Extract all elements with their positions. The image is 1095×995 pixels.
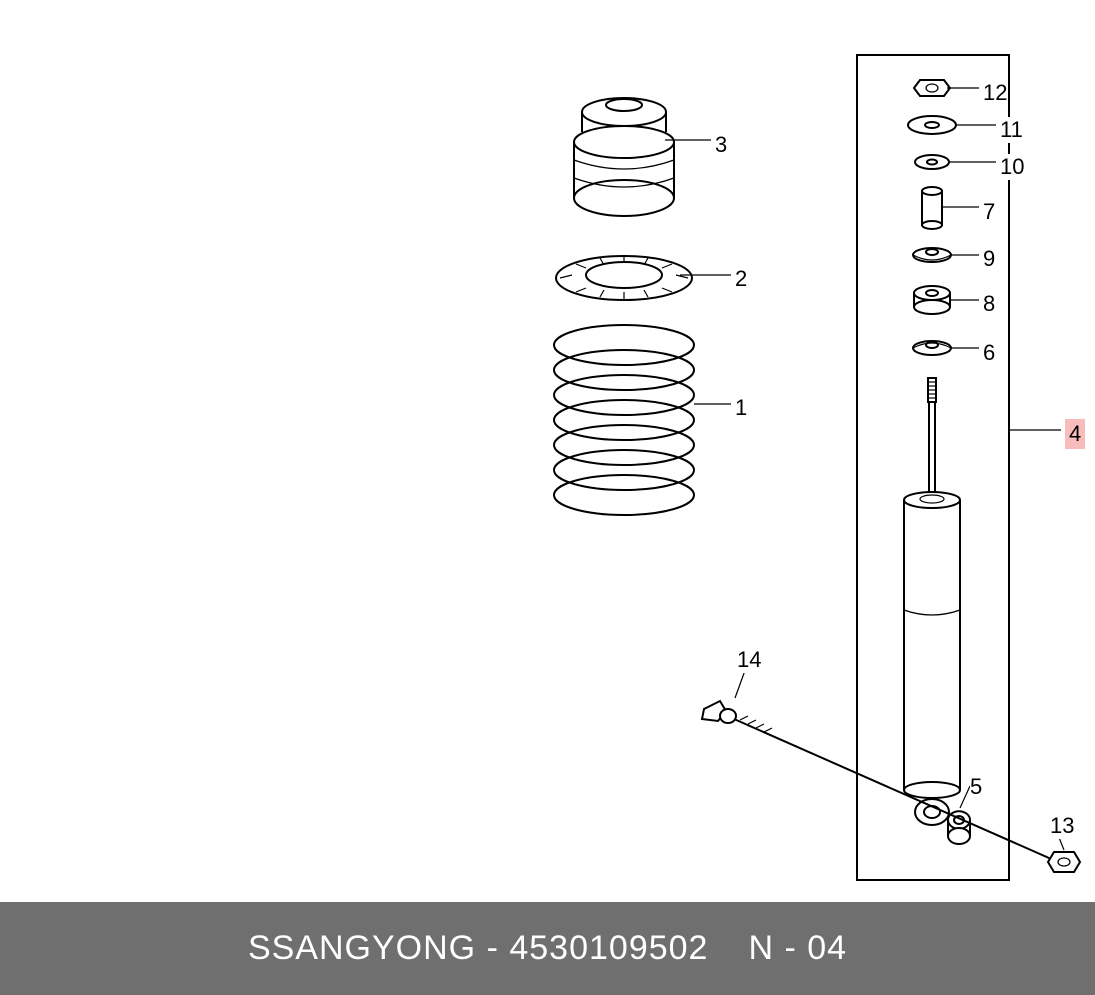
- callout-label-1: 1: [735, 395, 747, 421]
- footer-partno: 4530109502: [509, 929, 708, 967]
- callout-label-9: 9: [983, 246, 995, 272]
- callout-label-8: 8: [983, 291, 995, 317]
- callout-label-14: 14: [737, 647, 761, 673]
- callout-label-2: 2: [735, 266, 747, 292]
- callout-label-4: 4: [1065, 419, 1085, 449]
- callout-label-12: 12: [983, 80, 1007, 106]
- callout-label-3: 3: [715, 132, 727, 158]
- footer-banner: SSANGYONG - 4530109502 N - 04: [0, 902, 1095, 995]
- callout-label-13: 13: [1050, 813, 1074, 839]
- callout-label-10: 10: [1000, 154, 1024, 180]
- footer-n-label: N - 04: [748, 929, 847, 968]
- footer-sep: -: [487, 929, 510, 967]
- footer-brand-partno: SSANGYONG - 4530109502: [248, 929, 709, 968]
- callout-label-11: 11: [1000, 117, 1023, 143]
- callout-label-7: 7: [983, 199, 995, 225]
- callout-label-6: 6: [983, 340, 995, 366]
- callout-label-5: 5: [970, 774, 982, 800]
- footer-brand: SSANGYONG: [248, 929, 476, 967]
- diagram-stage: .ln { fill:none; stroke:#000; stroke-wid…: [0, 0, 1095, 995]
- diagram-svg: .ln { fill:none; stroke:#000; stroke-wid…: [0, 0, 1095, 902]
